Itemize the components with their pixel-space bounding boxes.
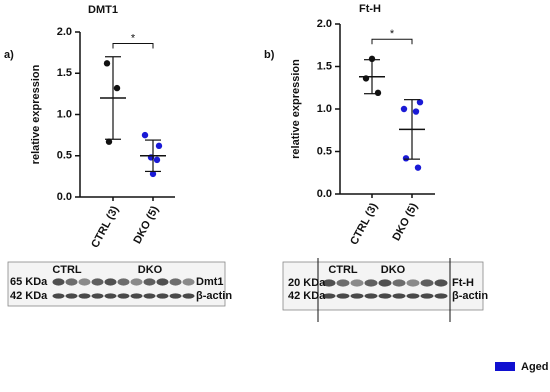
- blot-band: [117, 278, 130, 286]
- blot-band: [78, 293, 91, 299]
- blot-band: [182, 293, 195, 299]
- data-point: [400, 105, 408, 113]
- x-tick-label: CTRL (3): [348, 201, 380, 247]
- blot-band: [52, 278, 65, 286]
- y-axis-label: relative expression: [30, 64, 42, 164]
- blot-band: [78, 278, 91, 286]
- blot-band: [169, 293, 182, 299]
- blot-band: [364, 279, 378, 287]
- blot-band: [420, 293, 434, 299]
- blot-band: [143, 293, 156, 299]
- blot-band: [156, 293, 169, 299]
- blot-band: [52, 293, 65, 299]
- data-point: [141, 131, 149, 139]
- panel-label: b): [264, 49, 275, 61]
- y-tick-label: 0.0: [317, 188, 332, 200]
- blot-size-label: 42 KDa: [10, 290, 48, 302]
- blot-group-label: CTRL: [328, 264, 358, 276]
- blot-band: [364, 293, 378, 299]
- blot-band: [392, 293, 406, 299]
- y-tick-label: 1.0: [57, 108, 72, 120]
- data-point: [149, 170, 157, 178]
- blot-band: [169, 278, 182, 286]
- blot-band: [336, 293, 350, 299]
- data-point: [374, 89, 382, 97]
- legend-swatch: [495, 362, 515, 371]
- blot-band: [130, 293, 143, 299]
- data-point: [414, 164, 422, 171]
- blot-band-label: β-actin: [452, 290, 488, 302]
- data-point: [402, 155, 410, 162]
- y-tick-label: 0.0: [57, 191, 72, 203]
- data-point: [368, 55, 376, 63]
- blot-band: [406, 293, 420, 299]
- y-tick-label: 0.5: [317, 145, 332, 157]
- y-tick-label: 1.0: [317, 103, 332, 115]
- y-axis-label: relative expression: [290, 59, 302, 159]
- blot-band: [91, 293, 104, 299]
- x-tick-label: CTRL (3): [89, 204, 121, 250]
- blot-band-label: Ft-H: [452, 277, 474, 289]
- x-tick-label: DKO (5): [390, 201, 420, 243]
- significance-mark: *: [131, 32, 136, 44]
- blot-band-label: β-actin: [196, 290, 232, 302]
- blot-band: [182, 278, 195, 286]
- blot-band: [434, 279, 448, 287]
- blot-band: [350, 279, 364, 287]
- chart-title: Ft-H: [359, 3, 381, 15]
- blot-band: [392, 279, 406, 287]
- blot-band: [322, 293, 336, 299]
- data-point: [412, 108, 420, 115]
- y-tick-label: 1.5: [317, 60, 332, 72]
- data-point: [416, 99, 424, 106]
- blot-band: [378, 279, 392, 287]
- significance-bracket: [112, 43, 154, 49]
- chart-title: DMT1: [88, 4, 118, 16]
- significance-mark: *: [390, 28, 395, 40]
- blot-band: [420, 279, 434, 287]
- blot-band: [117, 293, 130, 299]
- blot-band: [406, 279, 420, 287]
- blot-group-label: DKO: [381, 264, 406, 276]
- data-point: [103, 60, 111, 67]
- data-point: [113, 84, 121, 92]
- data-point: [155, 142, 163, 150]
- blot-group-label: DKO: [138, 264, 163, 276]
- y-tick-label: 2.0: [57, 26, 72, 38]
- blot-size-label: 42 KDa: [288, 290, 326, 302]
- blot-size-label: 65 KDa: [10, 276, 48, 288]
- panel-label: a): [4, 49, 14, 61]
- blot-band-label: Dmt1: [196, 276, 224, 288]
- y-tick-label: 2.0: [317, 18, 332, 30]
- blot-band: [434, 293, 448, 299]
- x-tick-label: DKO (5): [131, 204, 161, 246]
- blot-group-label: CTRL: [52, 264, 82, 276]
- blot-size-label: 20 KDa: [288, 277, 326, 289]
- blot-band: [156, 278, 169, 286]
- significance-bracket: [371, 38, 413, 45]
- blot-band: [336, 279, 350, 287]
- y-tick-label: 1.5: [57, 67, 72, 79]
- blot-band: [130, 278, 143, 286]
- data-point: [153, 156, 161, 164]
- blot-band: [91, 278, 104, 286]
- y-tick-label: 0.5: [57, 150, 72, 162]
- blot-band: [104, 278, 117, 286]
- blot-band: [350, 293, 364, 299]
- blot-band: [65, 293, 78, 299]
- blot-band: [104, 293, 117, 299]
- blot-band: [322, 279, 336, 287]
- blot-band: [143, 278, 156, 286]
- blot-band: [378, 293, 392, 299]
- legend-label: Aged: [521, 361, 549, 373]
- blot-band: [65, 278, 78, 286]
- data-point: [105, 138, 113, 145]
